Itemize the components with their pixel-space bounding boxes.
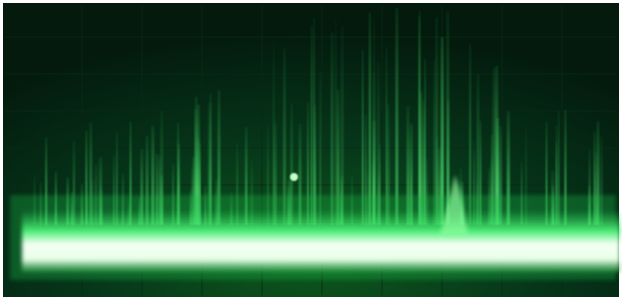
streak — [435, 17, 438, 225]
noise-floor — [22, 210, 620, 272]
bright-dot — [290, 173, 298, 181]
streak — [419, 10, 421, 225]
streak — [369, 12, 371, 225]
streak — [395, 8, 398, 225]
page: (() => { const svg = document.getElement… — [0, 0, 622, 300]
oscilloscope-photo — [0, 0, 622, 300]
streak — [335, 20, 337, 225]
